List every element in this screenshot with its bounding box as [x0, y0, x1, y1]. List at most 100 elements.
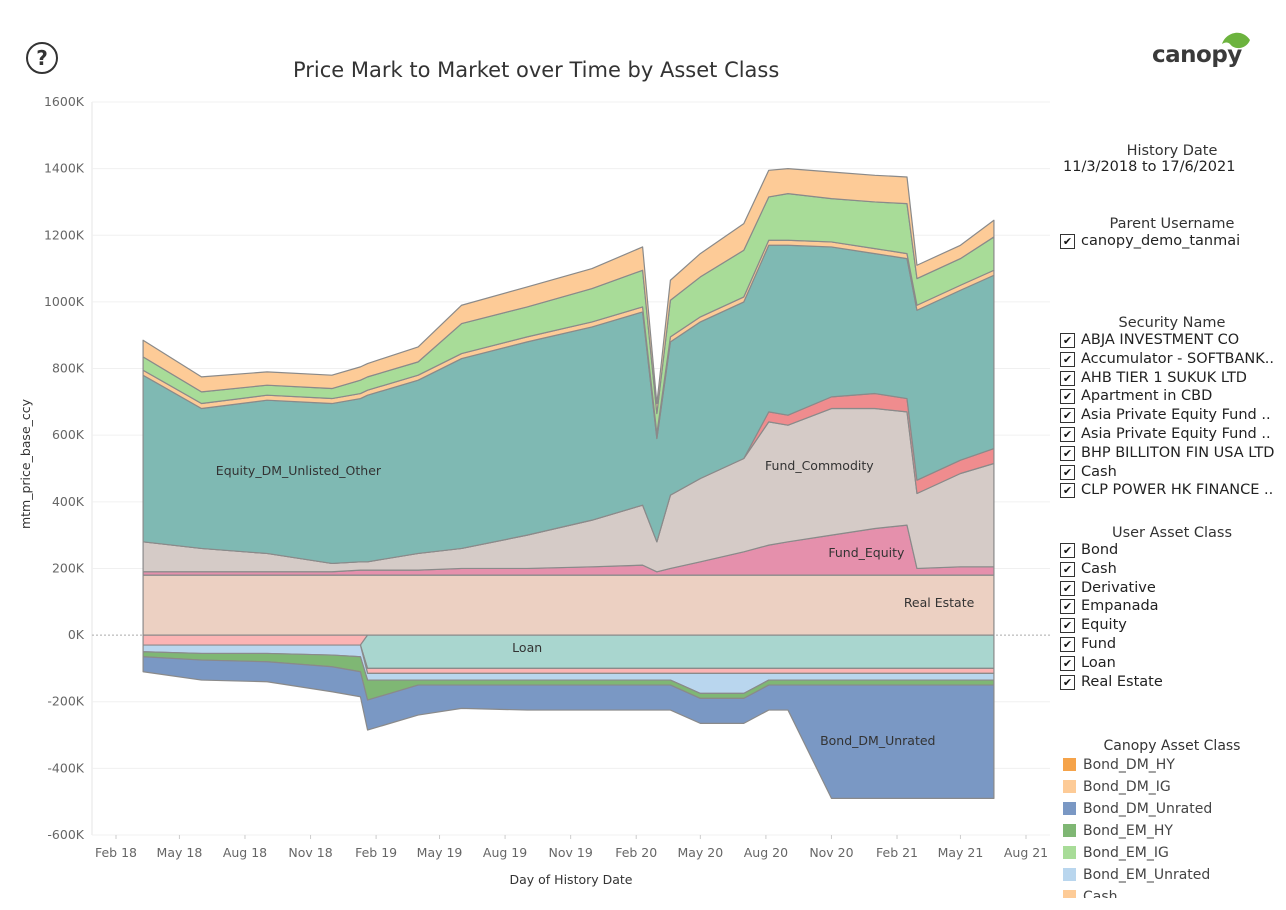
user-asset-class-item[interactable]: ✔ Equity	[1058, 616, 1286, 635]
x-tick-label: Aug 20	[744, 845, 788, 860]
y-tick-label: 600K	[52, 427, 85, 442]
security-name-label: ABJA INVESTMENT CO	[1081, 332, 1240, 348]
y-tick-label: 200K	[52, 560, 85, 575]
legend-label: Bond_EM_Unrated	[1083, 867, 1211, 883]
security-name-item[interactable]: ✔ Cash	[1058, 463, 1286, 482]
checkbox[interactable]: ✔	[1060, 464, 1075, 480]
security-name-list[interactable]: ✔ ABJA INVESTMENT CO ✔ Accumulator - SOFTBA…	[1058, 331, 1286, 502]
user-asset-class-item[interactable]: ✔ Loan	[1058, 654, 1286, 673]
security-name-item[interactable]: ✔ CLP POWER HK FINANCE ..	[1058, 481, 1286, 500]
parent-username-title: Parent Username	[1109, 216, 1235, 232]
y-tick-label: 1000K	[44, 294, 85, 309]
security-name-item[interactable]: ✔ Asia Private Equity Fund ..	[1058, 425, 1286, 444]
security-name-title: Security Name	[1118, 315, 1226, 331]
security-name-filter: Security Name ✔ ABJA INVESTMENT CO ✔ Accumu…	[1058, 315, 1286, 502]
checkbox[interactable]: ✔	[1060, 445, 1075, 461]
checkbox[interactable]: ✔	[1060, 351, 1075, 367]
checkbox[interactable]: ✔	[1060, 561, 1075, 577]
canopy-logo: canopy	[1150, 30, 1260, 75]
user-asset-class-item[interactable]: ✔ Empanada	[1058, 597, 1286, 616]
checkbox[interactable]: ✔	[1060, 655, 1075, 671]
series-area-bond-dm-unrated	[142, 656, 995, 799]
series-label: Bond_DM_Unrated	[820, 733, 935, 748]
checkbox[interactable]: ✔	[1060, 599, 1075, 615]
legend-swatch	[1063, 846, 1076, 859]
user-asset-class-label: Empanada	[1081, 598, 1159, 615]
legend-item[interactable]: Cash	[1058, 886, 1286, 898]
legend-swatch	[1063, 780, 1076, 793]
checkbox[interactable]: ✔	[1060, 543, 1075, 558]
legend-label: Bond_EM_HY	[1083, 823, 1173, 839]
security-name-item[interactable]: ✔ ABJA INVESTMENT CO	[1058, 331, 1286, 350]
parent-username-filter: Parent Username ✔ canopy_demo_tanmai	[1058, 216, 1286, 251]
security-name-item[interactable]: ✔ Accumulator - SOFTBANK..	[1058, 350, 1286, 369]
checkbox[interactable]: ✔	[1060, 426, 1075, 442]
checkbox[interactable]: ✔	[1060, 389, 1075, 405]
checkbox[interactable]: ✔	[1060, 636, 1075, 652]
checkbox[interactable]: ✔	[1060, 234, 1075, 249]
y-tick-label: 1600K	[44, 94, 85, 109]
security-name-item[interactable]: ✔ Asia Private Equity Fund ..	[1058, 406, 1286, 425]
checkbox[interactable]: ✔	[1060, 333, 1075, 348]
security-name-item[interactable]: ✔ BHP BILLITON FIN USA LTD	[1058, 444, 1286, 463]
legend-item[interactable]: Bond_DM_IG	[1058, 776, 1286, 798]
legend-swatch	[1063, 802, 1076, 815]
x-tick-label: Aug 18	[223, 845, 267, 860]
y-tick-label: 800K	[52, 361, 85, 376]
checkbox[interactable]: ✔	[1060, 408, 1075, 424]
user-asset-class-label: Fund	[1081, 635, 1117, 652]
x-tick-label: Nov 20	[809, 845, 853, 860]
security-name-label: Asia Private Equity Fund ..	[1081, 425, 1271, 442]
history-date-filter[interactable]: History Date 11/3/2018 to 17/6/2021	[1058, 143, 1286, 175]
security-name-label: Asia Private Equity Fund ..	[1081, 407, 1271, 424]
legend-swatch	[1063, 824, 1076, 837]
series-label: Real Estate	[904, 595, 975, 610]
user-asset-class-label: Cash	[1081, 560, 1117, 577]
legend-item[interactable]: Bond_DM_Unrated	[1058, 798, 1286, 820]
user-asset-class-title: User Asset Class	[1111, 525, 1233, 541]
user-asset-class-item[interactable]: ✔ Real Estate	[1058, 673, 1286, 692]
legend-item[interactable]: Bond_DM_HY	[1058, 754, 1286, 776]
user-asset-class-label: Equity	[1081, 617, 1127, 634]
history-date-title: History Date	[1126, 143, 1218, 159]
security-name-item[interactable]: ✔ AHB TIER 1 SUKUK LTD	[1058, 369, 1286, 388]
checkbox[interactable]: ✔	[1060, 483, 1075, 499]
security-name-label: Cash	[1081, 463, 1117, 480]
user-asset-class-item[interactable]: ✔ Bond	[1058, 541, 1286, 560]
legend-label: Bond_DM_HY	[1083, 757, 1175, 773]
legend-item[interactable]: Bond_EM_Unrated	[1058, 864, 1286, 886]
series-area-bond-dm-ig	[142, 168, 995, 415]
legend-item[interactable]: Bond_EM_IG	[1058, 842, 1286, 864]
legend-label: Cash	[1083, 889, 1118, 898]
x-tick-label: May 19	[417, 845, 463, 860]
legend-label: Bond_DM_IG	[1083, 779, 1171, 795]
y-tick-label: -200K	[47, 694, 84, 709]
user-asset-class-label: Bond	[1081, 542, 1119, 558]
parent-username-item[interactable]: ✔ canopy_demo_tanmai	[1058, 232, 1286, 251]
series-label: Fund_Equity	[828, 545, 905, 560]
x-tick-label: Nov 18	[288, 845, 332, 860]
security-name-label: Apartment in CBD	[1081, 388, 1213, 405]
security-name-item[interactable]: ✔ Apartment in CBD	[1058, 387, 1286, 406]
series-label: Equity_DM_Unlisted_Other	[216, 463, 382, 478]
checkbox[interactable]: ✔	[1060, 370, 1075, 386]
checkbox[interactable]: ✔	[1060, 580, 1075, 596]
y-tick-label: 1200K	[44, 227, 85, 242]
help-icon[interactable]: ?	[26, 42, 58, 74]
checkbox[interactable]: ✔	[1060, 674, 1075, 690]
user-asset-class-item[interactable]: ✔ Cash	[1058, 560, 1286, 579]
user-asset-class-item[interactable]: ✔ Fund	[1058, 635, 1286, 654]
series-label: Fund_Commodity	[765, 458, 874, 473]
legend-item[interactable]: Bond_EM_HY	[1058, 820, 1286, 842]
y-tick-label: 1400K	[44, 161, 85, 176]
user-asset-class-filter: User Asset Class ✔ Bond ✔ Cash ✔ Derivative ✔ E…	[1058, 525, 1286, 691]
user-asset-class-label: Loan	[1081, 654, 1116, 671]
security-name-label: CLP POWER HK FINANCE ..	[1081, 482, 1274, 499]
user-asset-class-item[interactable]: ✔ Derivative	[1058, 579, 1286, 598]
y-tick-label: 400K	[52, 494, 85, 509]
checkbox[interactable]: ✔	[1060, 618, 1075, 634]
security-name-item[interactable]: ✔EMIRATES NBD TIER 1	[1058, 500, 1286, 502]
user-asset-class-label: Derivative	[1081, 579, 1156, 596]
x-tick-label: Aug 19	[483, 845, 527, 860]
